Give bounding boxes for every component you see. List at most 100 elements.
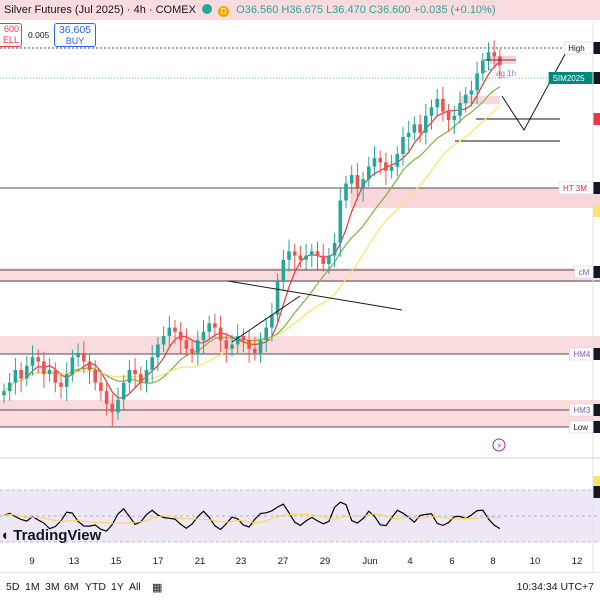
logo-text: TradingView xyxy=(13,527,102,544)
ohlc-open: O36.560 xyxy=(236,4,279,16)
ma-line xyxy=(3,105,501,392)
tradingview-logo[interactable]: ◖ TradingView xyxy=(0,527,101,544)
candle xyxy=(498,56,502,65)
candle xyxy=(429,107,434,116)
label-cm-tag xyxy=(593,266,600,278)
candle xyxy=(178,331,183,341)
range-1m[interactable]: 1M xyxy=(25,581,40,593)
candle xyxy=(116,399,120,413)
candle xyxy=(395,153,400,167)
candle xyxy=(87,361,92,370)
x-tick-label: 29 xyxy=(319,556,331,567)
candle xyxy=(25,365,29,379)
candle xyxy=(435,98,439,108)
candle xyxy=(133,369,137,375)
trendline xyxy=(227,280,403,311)
candle xyxy=(59,382,63,387)
candle xyxy=(144,369,149,383)
candle xyxy=(76,352,80,358)
candle xyxy=(424,115,428,133)
range-ytd[interactable]: YTD xyxy=(85,581,106,593)
buy-button[interactable]: 36.605 BUY xyxy=(54,23,96,47)
rsi-tag-yellow xyxy=(593,476,600,488)
label-high-tag xyxy=(593,42,600,54)
candle xyxy=(247,340,251,349)
candle xyxy=(475,73,479,91)
label-low: Low xyxy=(573,423,588,432)
ohlc-close: C36.600 xyxy=(368,4,411,16)
zone-top xyxy=(0,0,600,20)
candle xyxy=(310,251,314,256)
candle xyxy=(298,255,303,260)
candle xyxy=(412,124,417,133)
candle xyxy=(167,327,172,337)
chart-header: Silver Futures (Jul 2025) · 4h · COMEX D… xyxy=(0,0,600,22)
buy-label: BUY xyxy=(65,36,85,46)
candle xyxy=(406,132,411,137)
candle xyxy=(361,179,365,188)
tv-logo-icon: ◖ xyxy=(0,527,10,544)
sell-button[interactable]: 600 ELL xyxy=(0,23,22,47)
label-hm3-tag xyxy=(593,404,600,416)
candle xyxy=(486,52,491,61)
range-all[interactable]: All xyxy=(129,581,141,593)
drawing-label: ag 1h xyxy=(496,69,516,78)
price-chart[interactable]: ag 1h ⚡ High SIM2025 HT 3M cM HM4 HM3 Low xyxy=(0,0,600,572)
label-hm3: HM3 xyxy=(573,406,590,415)
market-open-icon xyxy=(202,4,213,14)
x-tick-label: 21 xyxy=(194,556,206,567)
buy-price: 36.605 xyxy=(58,24,92,36)
range-5d[interactable]: 5D xyxy=(6,581,20,593)
candle xyxy=(196,340,200,353)
candle xyxy=(287,251,291,260)
trendline xyxy=(231,295,301,343)
candle xyxy=(458,103,462,116)
rsi-line xyxy=(3,501,501,532)
zone-small-2 xyxy=(460,96,500,104)
drawings: ag 1h ⚡ xyxy=(227,43,571,452)
candle xyxy=(338,200,343,243)
candle xyxy=(161,336,166,345)
x-tick-label: 8 xyxy=(490,556,496,567)
dashed-line xyxy=(483,64,501,73)
label-sim2025-tag xyxy=(593,72,600,84)
candle xyxy=(264,327,268,341)
x-tick-label: 9 xyxy=(29,556,35,567)
symbol-title[interactable]: Silver Futures (Jul 2025) · 4h · COMEX xyxy=(4,4,196,16)
candle xyxy=(213,323,217,328)
lightning-icon: ⚡ xyxy=(497,442,503,451)
candle xyxy=(30,357,35,366)
ma-line xyxy=(3,86,501,392)
candle xyxy=(441,98,445,112)
x-tick-label: 17 xyxy=(152,556,164,567)
candle xyxy=(156,344,160,358)
candle xyxy=(332,242,337,256)
candle xyxy=(372,158,377,167)
candle xyxy=(99,382,103,392)
clock-readout[interactable]: 10:34:34 UTC+7 xyxy=(516,581,594,593)
ma-line xyxy=(3,61,501,399)
range-6m[interactable]: 6M xyxy=(64,581,79,593)
candle xyxy=(2,391,6,396)
candle xyxy=(19,369,23,379)
candle xyxy=(253,348,257,353)
label-sim2025-bg xyxy=(548,72,593,84)
zone-cm xyxy=(0,268,600,282)
calendar-icon[interactable]: ▦ xyxy=(152,582,163,594)
x-tick-label: 10 xyxy=(529,556,541,567)
sell-price: 600 xyxy=(3,24,19,34)
candle xyxy=(110,403,115,413)
zone-hm3 xyxy=(0,400,600,427)
range-3m[interactable]: 3M xyxy=(45,581,60,593)
candle xyxy=(304,255,308,260)
label-low-tag xyxy=(593,421,600,433)
x-tick-label: Jun xyxy=(362,556,378,567)
x-tick-label: 4 xyxy=(407,556,413,567)
label-sim2025: SIM2025 xyxy=(553,74,586,83)
range-1y[interactable]: 1Y xyxy=(111,581,124,593)
lightning-icon xyxy=(492,438,506,452)
candle xyxy=(104,391,109,404)
candle xyxy=(190,348,194,353)
label-hm4-tag xyxy=(593,348,600,360)
rsi-tag-black xyxy=(593,486,600,498)
